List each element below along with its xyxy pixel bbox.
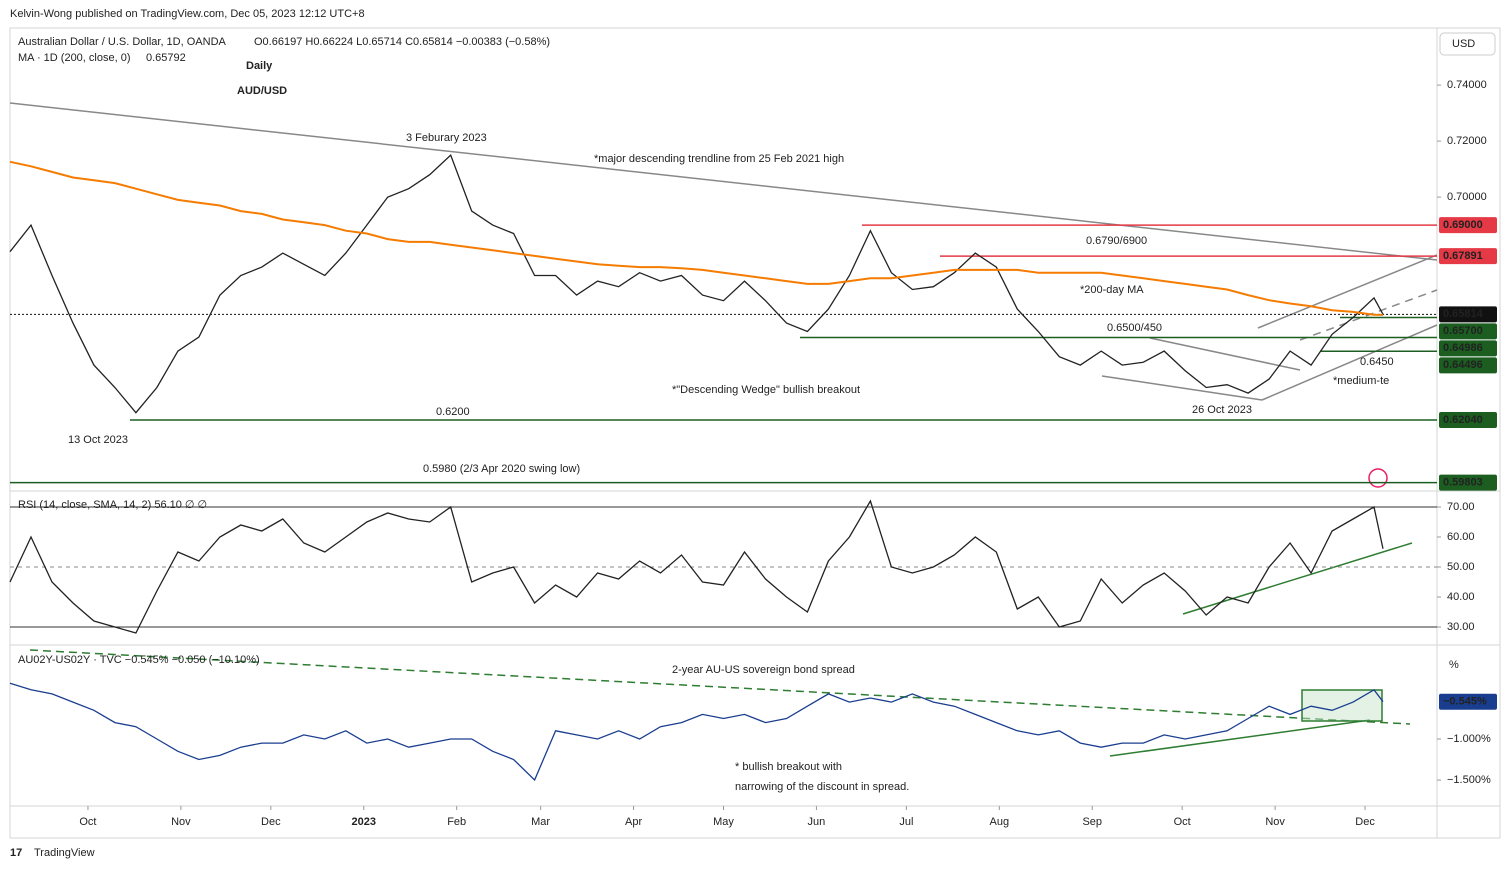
y-tick-label: 0.72000: [1447, 135, 1487, 147]
price-label-bg: [1439, 474, 1497, 491]
legend-ma: MA · 1D (200, close, 0): [18, 52, 131, 64]
price-label: 0.69000: [1443, 219, 1483, 231]
price-label-bg: [1439, 306, 1497, 323]
x-tick-label: Dec: [1355, 816, 1375, 828]
x-tick-label: Nov: [1265, 816, 1285, 828]
annotation: *"Descending Wedge" bullish breakout: [672, 384, 860, 396]
footer-logo: TradingView: [34, 847, 95, 859]
price-label: 0.59803: [1443, 477, 1483, 489]
trendline: [10, 102, 1437, 261]
legend: AU02Y-US02Y · TVC −0.545% −0.050 (−10.10…: [18, 654, 260, 666]
chart-subtitle: AUD/USD: [237, 85, 287, 97]
legend: RSI (14, close, SMA, 14, 2) 56.10 ∅ ∅: [18, 499, 207, 511]
price-label-bg: [1439, 217, 1497, 234]
price-label: 0.67891: [1443, 250, 1483, 262]
value-label: −0.545%: [1443, 696, 1487, 708]
currency[interactable]: USD: [1452, 38, 1475, 50]
x-tick-label: Sep: [1082, 816, 1102, 828]
channel-line: [1257, 254, 1437, 329]
annotation: *200-day MA: [1080, 284, 1144, 296]
x-tick-label: Feb: [447, 816, 466, 828]
frame: [9, 27, 1501, 839]
x-tick-label: May: [713, 816, 734, 828]
event-icon[interactable]: [1368, 468, 1388, 488]
price-label: 0.64986: [1443, 342, 1483, 354]
legend-ohlc: O0.66197 H0.66224 L0.65714 C0.65814 −0.0…: [254, 36, 550, 48]
price-label: 0.64496: [1443, 359, 1483, 371]
x-tick-label: Oct: [1174, 816, 1191, 828]
series-line: [9, 499, 1384, 634]
highlight-box: [1301, 689, 1383, 722]
legend-series: Australian Dollar / U.S. Dollar, 1D, OAN…: [18, 36, 227, 48]
legend-ma-value: 0.65792: [146, 52, 186, 64]
annotation: 0.6450: [1360, 356, 1394, 368]
price-label-bg: [1439, 323, 1497, 340]
x-tick-label: Aug: [990, 816, 1010, 828]
value-label-bg: [1439, 693, 1497, 710]
annotation: *medium-te: [1333, 375, 1389, 387]
x-tick-label: 2023: [352, 816, 376, 828]
wedge-line: [1149, 337, 1301, 371]
y-tick-label: 40.00: [1447, 591, 1475, 603]
annotation: 0.5980 (2/3 Apr 2020 swing low): [423, 463, 580, 475]
price-label: 0.62040: [1443, 414, 1483, 426]
annotation: * bullish breakout with: [735, 761, 842, 773]
annotation: *major descending trendline from 25 Feb …: [594, 153, 844, 165]
unit-label: %: [1449, 659, 1459, 671]
x-tick-label: Oct: [79, 816, 96, 828]
spread-support: [1109, 719, 1371, 757]
spread-trendline: [29, 649, 1411, 725]
y-tick-label: 70.00: [1447, 501, 1475, 513]
wedge-line: [1101, 375, 1263, 401]
price-label-bg: [1439, 248, 1497, 265]
price-label: 0.65700: [1443, 325, 1483, 337]
y-tick-label: 60.00: [1447, 531, 1475, 543]
price-label: 0.65814: [1443, 308, 1484, 320]
annotation: 26 Oct 2023: [1192, 404, 1252, 416]
x-tick-label: Mar: [531, 816, 550, 828]
annotation: 0.6200: [436, 406, 470, 418]
price-label-bg: [1439, 357, 1497, 374]
publisher: Kelvin-Wong published on TradingView.com…: [10, 8, 365, 20]
series-line: [9, 682, 1384, 782]
y-tick-label: −1.500%: [1447, 774, 1491, 786]
y-tick-label: 30.00: [1447, 621, 1475, 633]
y-tick-label: 0.74000: [1447, 79, 1487, 91]
logo-icon: 17: [10, 847, 22, 859]
x-tick-label: Nov: [171, 816, 191, 828]
y-tick-label: 50.00: [1447, 561, 1475, 573]
channel-mid: [1299, 289, 1437, 341]
x-tick-label: Jul: [899, 816, 913, 828]
annotation: 0.6790/6900: [1086, 235, 1147, 247]
currency-button[interactable]: [1439, 32, 1496, 56]
annotation: narrowing of the discount in spread.: [735, 781, 909, 793]
chart-title: Daily: [246, 60, 273, 72]
annotation: 2-year AU-US sovereign bond spread: [672, 664, 855, 676]
annotation: 3 Feburary 2023: [406, 132, 487, 144]
annotations: 3 Feburary 2023 *major descending trendli…: [68, 132, 1394, 475]
channel-line: [1261, 324, 1437, 401]
price-label-bg: [1439, 412, 1497, 428]
x-tick-label: Apr: [625, 816, 642, 828]
series-line: [9, 153, 1384, 414]
x-tick-label: Jun: [808, 816, 826, 828]
series-line: [9, 160, 1384, 316]
y-tick-label: 0.70000: [1447, 191, 1487, 203]
x-tick-label: Dec: [261, 816, 281, 828]
annotation: 0.6500/450: [1107, 322, 1162, 334]
y-tick-label: −1.000%: [1447, 733, 1491, 745]
price-label-bg: [1439, 340, 1497, 357]
annotation: 13 Oct 2023: [68, 434, 128, 446]
